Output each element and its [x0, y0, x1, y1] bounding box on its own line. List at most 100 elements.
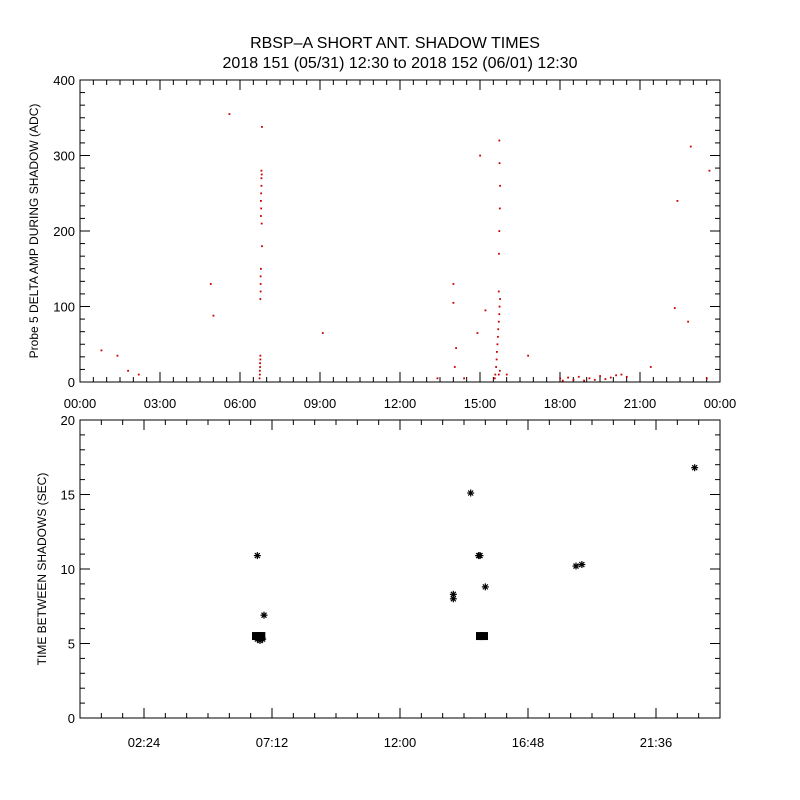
data-point	[260, 184, 263, 187]
data-point	[691, 464, 699, 472]
data-point	[497, 335, 499, 338]
data-point	[498, 207, 501, 210]
data-point	[561, 379, 564, 382]
asterisk-stroke	[254, 636, 261, 642]
data-point	[452, 301, 455, 304]
data-point	[455, 347, 457, 350]
data-point	[615, 374, 617, 377]
data-point	[498, 252, 500, 255]
data-point	[583, 379, 585, 382]
data-point	[261, 126, 263, 128]
asterisk-stroke	[259, 636, 266, 642]
data-point	[259, 298, 262, 300]
data-point	[209, 283, 212, 285]
data-point	[497, 290, 500, 293]
y-tick-label: 0	[68, 711, 75, 726]
data-point	[498, 139, 501, 142]
asterisk-stroke	[477, 552, 483, 559]
y-tick-label: 20	[61, 413, 75, 428]
data-point	[599, 375, 601, 377]
x-tick-label: 00:00	[64, 396, 97, 411]
data-point	[572, 378, 575, 381]
data-point	[259, 354, 262, 357]
y-axis-label: Probe 5 DELTA AMP DURING SHADOW (ADC)	[27, 104, 41, 359]
asterisk-stroke	[450, 591, 457, 598]
series-1	[252, 632, 488, 641]
data-point	[593, 378, 596, 381]
data-point	[481, 583, 489, 591]
asterisk-stroke	[691, 464, 698, 471]
data-point	[484, 309, 487, 312]
data-point	[496, 351, 498, 353]
data-point	[493, 377, 496, 380]
y-tick-label: 400	[53, 73, 75, 88]
data-point	[499, 298, 501, 300]
data-point	[453, 366, 456, 368]
y-tick-label: 5	[68, 637, 75, 652]
asterisk-stroke	[578, 561, 585, 568]
data-point	[253, 552, 261, 560]
series-2	[253, 635, 267, 645]
data-point	[620, 373, 623, 376]
data-point	[259, 635, 267, 643]
x-tick-label: 21:36	[640, 735, 673, 750]
data-point	[260, 192, 263, 195]
data-point	[604, 378, 607, 380]
data-point	[588, 377, 591, 380]
data-point	[259, 362, 261, 365]
data-point	[260, 611, 268, 619]
y-tick-label: 15	[61, 488, 75, 503]
data-point	[495, 366, 497, 368]
data-point	[260, 207, 263, 210]
y-tick-label: 0	[68, 375, 75, 390]
asterisk-stroke	[482, 583, 489, 590]
data-point	[498, 305, 501, 308]
data-point	[260, 169, 263, 172]
y-tick-label: 200	[53, 224, 75, 239]
data-point	[499, 184, 501, 187]
data-point	[321, 332, 324, 334]
x-tick-label: 09:00	[304, 396, 337, 411]
x-tick-label: 03:00	[144, 396, 177, 411]
data-point	[258, 377, 261, 380]
data-point	[705, 377, 708, 380]
data-point	[228, 113, 231, 115]
asterisk-stroke	[254, 552, 261, 559]
asterisk-stroke	[261, 612, 267, 619]
data-point	[480, 632, 488, 641]
data-point	[689, 145, 692, 148]
data-point	[497, 320, 500, 323]
data-point	[497, 328, 500, 331]
figure-subtitle: 2018 151 (05/31) 12:30 to 2018 152 (06/0…	[223, 55, 578, 72]
data-point	[463, 377, 465, 380]
data-point	[260, 173, 263, 176]
data-point	[505, 373, 508, 376]
data-point	[259, 290, 262, 293]
data-point	[625, 375, 628, 378]
data-point	[257, 632, 266, 641]
data-point	[260, 222, 263, 225]
data-point	[496, 343, 499, 346]
data-point	[467, 489, 475, 497]
x-tick-label: 06:00	[224, 396, 257, 411]
data-point	[495, 358, 498, 361]
x-tick-label: 12:00	[384, 735, 417, 750]
y-tick-label: 300	[53, 149, 75, 164]
x-tick-label: 15:00	[464, 396, 497, 411]
data-point	[498, 369, 501, 372]
asterisk-stroke	[573, 563, 579, 569]
data-point	[572, 562, 580, 570]
top-panel: 0 100 200 300 400 00:00 03:00 06:00 09:00 12:00 15…	[27, 73, 736, 411]
data-point	[212, 314, 215, 317]
data-point	[260, 267, 262, 270]
data-point	[498, 230, 501, 232]
y-tick-label: 10	[61, 562, 75, 577]
x-tick-label: 07:12	[256, 735, 289, 750]
x-tick-label: 00:00	[704, 396, 737, 411]
data-point	[609, 376, 612, 379]
data-point	[260, 200, 262, 202]
data-point	[259, 283, 262, 285]
data-point	[260, 177, 263, 180]
